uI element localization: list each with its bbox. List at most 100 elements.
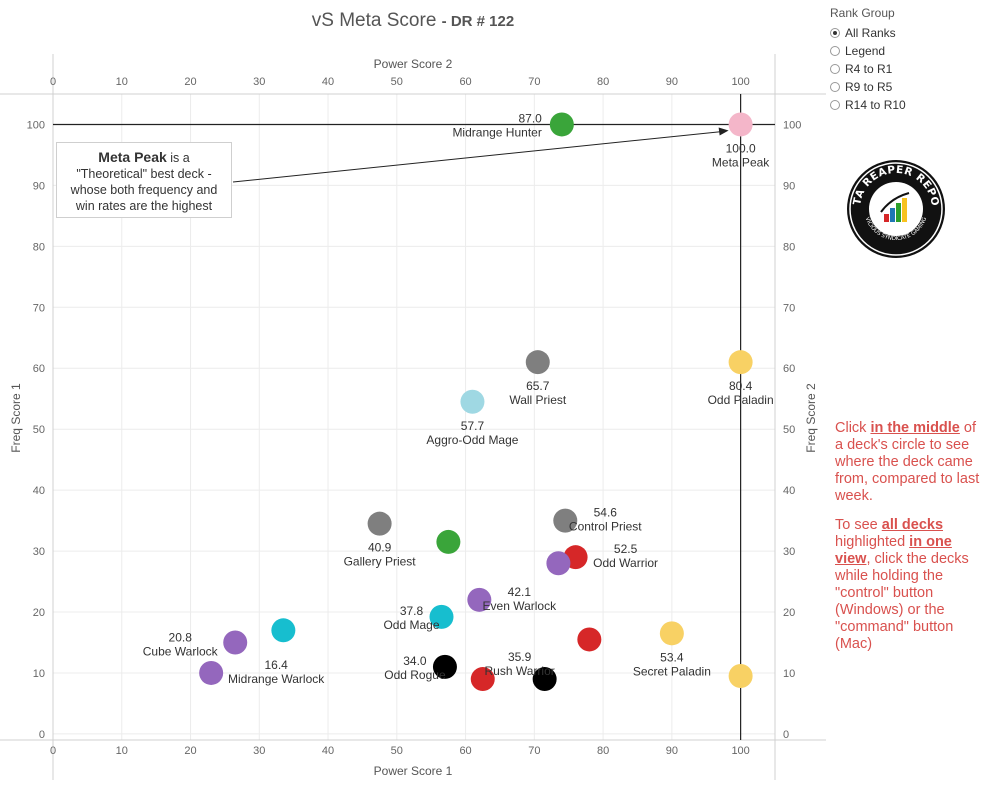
point-score-label: 54.6 [594, 506, 618, 520]
y2-tick-label: 50 [783, 424, 795, 436]
deck-point[interactable] [549, 112, 574, 137]
meta-peak-callout: Meta Peak is a "Theoretical" best deck -… [56, 142, 232, 218]
rank-group-filter: Rank Group All Ranks Legend R4 to R1 R9 to … [830, 6, 906, 114]
x2-tick-label: 100 [731, 76, 749, 88]
point-score-label: 87.0 [518, 111, 542, 125]
y-tick-label: 70 [33, 302, 45, 314]
y-tick-label: 60 [33, 363, 45, 375]
y-tick-label: 0 [39, 729, 45, 741]
point-score-label: 35.9 [508, 650, 532, 664]
note-emphasis: all decks [881, 517, 944, 533]
point-score-label: 34.0 [403, 654, 427, 668]
deck-point[interactable] [532, 667, 557, 692]
deck-point[interactable] [467, 587, 492, 612]
rank-option-label: R9 to R5 [845, 80, 893, 94]
point-score-label: 57.7 [461, 419, 485, 433]
deck-point[interactable] [271, 618, 296, 643]
rank-group-options: All Ranks Legend R4 to R1 R9 to R5 R14 to R1… [830, 24, 906, 114]
deck-point[interactable] [525, 350, 550, 375]
note-text: , click the decks while holding the "con… [835, 551, 969, 652]
x-tick-label: 100 [731, 745, 749, 757]
y2-tick-label: 70 [783, 302, 795, 314]
plot-frame [0, 54, 826, 780]
y-tick-label: 40 [33, 485, 45, 497]
point-name-label: Cube Warlock [143, 644, 219, 658]
note-text: highlighted [835, 534, 910, 550]
rank-option-label: R4 to R1 [845, 62, 893, 76]
radio-icon[interactable] [830, 82, 840, 92]
point-score-label: 65.7 [526, 379, 550, 393]
x2-tick-label: 80 [597, 76, 609, 88]
rank-option-r4-to-r1[interactable]: R4 to R1 [830, 60, 906, 78]
rank-option-all-ranks[interactable]: All Ranks [830, 24, 906, 42]
data-reaper-report-logo: DATA REAPER REPORT VICIOUS SYNDICATE GAM… [840, 149, 947, 265]
y2-tick-label: 20 [783, 607, 795, 619]
x-tick-label: 70 [528, 745, 540, 757]
point-name-label: Midrange Hunter [452, 125, 541, 139]
radio-icon[interactable] [830, 28, 840, 38]
radio-icon[interactable] [830, 64, 840, 74]
point-name-label: Odd Warrior [593, 556, 658, 570]
rank-option-r14-to-r10[interactable]: R14 to R10 [830, 96, 906, 114]
y-axis-title-left: Freq Score 1 [9, 383, 23, 453]
x-tick-label: 10 [116, 745, 128, 757]
title-main: vS Meta Score [311, 10, 437, 31]
y-tick-label: 10 [33, 668, 45, 680]
chart-title: vS Meta Score - DR # 122 [0, 10, 826, 32]
x-axis-title-bottom: Power Score 1 [374, 764, 453, 778]
radio-icon[interactable] [830, 46, 840, 56]
title-sub: - DR # 122 [441, 13, 515, 30]
x2-tick-label: 20 [184, 76, 196, 88]
deck-point[interactable] [436, 529, 461, 554]
y-tick-label: 30 [33, 546, 45, 558]
callout-line-4: win rates are the highest [75, 199, 213, 213]
point-name-label: Midrange Warlock [228, 672, 325, 686]
rank-option-legend[interactable]: Legend [830, 42, 906, 60]
point-name-label: Wall Priest [509, 393, 567, 407]
deck-point[interactable] [577, 627, 602, 652]
point-name-label: Control Priest [569, 520, 642, 534]
deck-point[interactable] [460, 389, 485, 414]
rank-group-label: Rank Group [830, 6, 895, 20]
x-tick-label: 30 [253, 745, 265, 757]
deck-point[interactable] [432, 654, 457, 679]
point-name-label: Gallery Priest [344, 555, 417, 569]
y2-tick-label: 40 [783, 485, 795, 497]
deck-point[interactable] [199, 660, 224, 685]
deck-point[interactable] [367, 511, 392, 536]
deck-point[interactable] [728, 664, 753, 689]
y2-tick-label: 0 [783, 729, 789, 741]
note-text: Click [835, 420, 871, 436]
deck-point[interactable] [659, 621, 684, 646]
point-name-label: Secret Paladin [633, 664, 711, 678]
point-name-label: Odd Rogue [384, 668, 446, 682]
deck-point[interactable] [728, 350, 753, 375]
deck-point[interactable] [546, 551, 571, 576]
deck-point[interactable] [223, 630, 248, 655]
deck-point[interactable] [728, 112, 753, 137]
y2-tick-label: 30 [783, 546, 795, 558]
callout-arrow-line [232, 130, 723, 183]
deck-point[interactable] [429, 604, 454, 629]
deck-point[interactable] [470, 667, 495, 692]
point-name-label: Odd Mage [383, 618, 439, 632]
x-tick-label: 20 [184, 745, 196, 757]
rank-option-r9-to-r5[interactable]: R9 to R5 [830, 78, 906, 96]
x-tick-label: 0 [50, 745, 56, 757]
y-tick-label: 80 [33, 241, 45, 253]
y2-tick-label: 90 [783, 180, 795, 192]
note-emphasis: in the middle [870, 420, 960, 436]
x2-tick-label: 90 [666, 76, 678, 88]
y-tick-label: 90 [33, 180, 45, 192]
y2-tick-label: 80 [783, 241, 795, 253]
point-name-label: Odd Paladin [708, 393, 774, 407]
bar-chart-icon [880, 192, 910, 222]
x-tick-label: 50 [391, 745, 403, 757]
rank-option-label: Legend [845, 44, 886, 58]
point-score-label: 42.1 [508, 585, 532, 599]
y-tick-label: 50 [33, 424, 45, 436]
rank-option-label: All Ranks [845, 26, 896, 40]
deck-point[interactable] [553, 508, 578, 533]
radio-icon[interactable] [830, 100, 840, 110]
point-name-label: Even Warlock [483, 599, 558, 613]
